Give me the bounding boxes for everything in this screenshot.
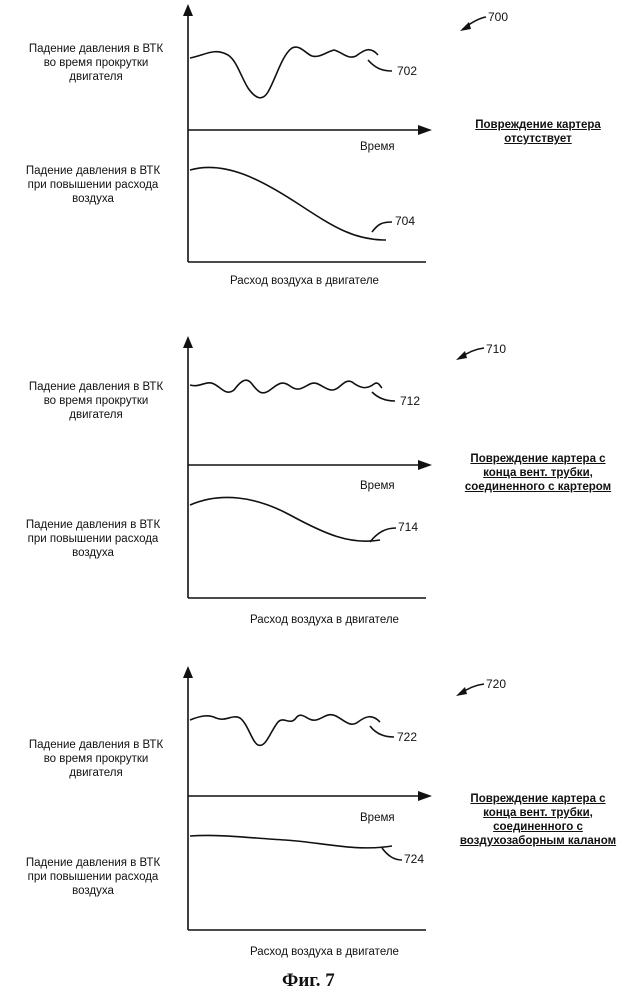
curve-722 <box>190 715 380 746</box>
panel-720-ref: 720 <box>486 677 506 691</box>
panel-710-top-label: Падение давления в ВТК во время прокрутк… <box>6 380 186 422</box>
panel-700-top-label: Падение давления в ВТК во время прокрутк… <box>6 42 186 84</box>
panel-710-y-arrow <box>183 336 193 348</box>
panel-710-caption: Повреждение картера с конца вент. трубки… <box>440 452 636 494</box>
curve-712 <box>190 380 382 393</box>
panel-710-time-axis-label: Время <box>360 480 395 492</box>
panel-700-time-axis-label: Время <box>360 141 395 153</box>
ref-700-arrow-head <box>460 22 471 31</box>
panel-700-airflow-axis-label: Расход воздуха в двигателе <box>230 275 379 287</box>
curve-714-ref: 714 <box>398 520 418 534</box>
figure-caption: Фиг. 7 <box>282 970 335 992</box>
panel-700-bottom-label: Падение давления в ВТК при повышении рас… <box>0 164 186 206</box>
curve-724-ref: 724 <box>404 852 424 866</box>
curve-704-ref: 704 <box>395 214 415 228</box>
curve-722-ref: 722 <box>397 730 417 744</box>
ref-720-arrow-head <box>456 687 467 696</box>
panel-710-bottom-label: Падение давления в ВТК при повышении рас… <box>0 518 186 560</box>
panel-720-time-arrow <box>418 791 432 801</box>
panel-700-time-arrow <box>418 125 432 135</box>
panel-720-time-axis-label: Время <box>360 812 395 824</box>
panel-720-bottom-label: Падение давления в ВТК при повышении рас… <box>0 856 186 898</box>
curve-724 <box>190 835 392 847</box>
panel-720-top-label: Падение давления в ВТК во время прокрутк… <box>6 738 186 780</box>
panel-720-y-arrow <box>183 666 193 678</box>
panel-710-ref: 710 <box>486 342 506 356</box>
panel-720-caption: Повреждение картера с конца вент. трубки… <box>440 792 636 848</box>
curve-722-leader <box>370 726 394 737</box>
curve-712-ref: 712 <box>400 394 420 408</box>
curve-714 <box>190 497 380 541</box>
curve-702 <box>190 47 378 98</box>
panel-720-airflow-axis-label: Расход воздуха в двигателе <box>250 946 399 958</box>
curve-704-leader <box>372 222 392 232</box>
panel-700-y-arrow <box>183 4 193 16</box>
curve-702-ref: 702 <box>397 64 417 78</box>
curve-714-leader <box>370 528 396 542</box>
curve-702-leader <box>368 60 392 71</box>
curve-704 <box>190 167 386 240</box>
panel-710-time-arrow <box>418 460 432 470</box>
curve-724-leader <box>382 848 402 860</box>
curve-712-leader <box>372 392 395 401</box>
panel-700-ref: 700 <box>488 10 508 24</box>
panel-710-airflow-axis-label: Расход воздуха в двигателе <box>250 614 399 626</box>
panel-700-caption: Повреждение картера отсутствует <box>440 118 636 146</box>
ref-710-arrow-head <box>456 351 467 360</box>
